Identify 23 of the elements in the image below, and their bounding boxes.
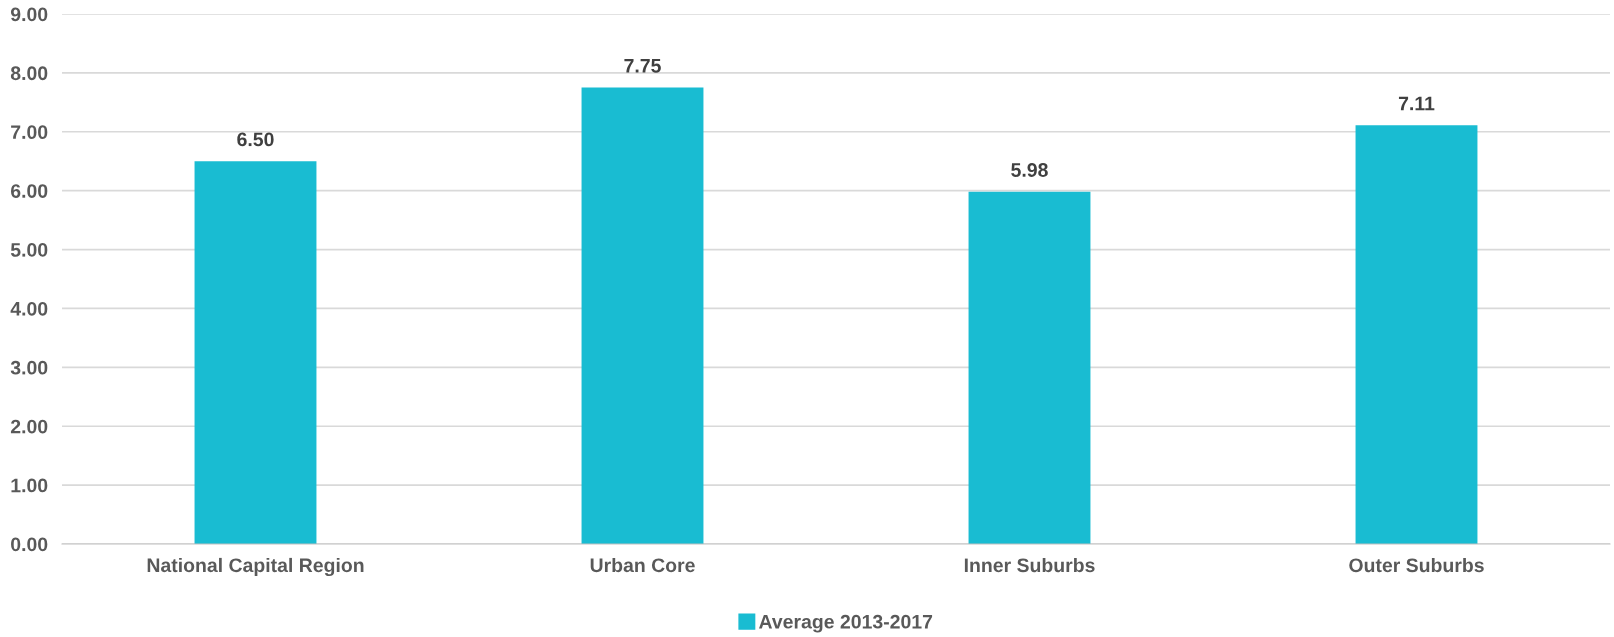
x-tick-label: Inner Suburbs bbox=[964, 557, 1095, 573]
bar bbox=[194, 161, 317, 544]
y-tick-label: 5.00 bbox=[10, 243, 48, 257]
bar bbox=[968, 191, 1091, 544]
data-label: 5.98 bbox=[1011, 163, 1048, 177]
y-tick-label: 3.00 bbox=[10, 360, 48, 375]
y-tick-label: 9.00 bbox=[10, 7, 48, 22]
y-tick-label: 1.00 bbox=[11, 478, 48, 493]
bar bbox=[1355, 125, 1478, 544]
y-tick-label: 7.00 bbox=[11, 125, 48, 140]
y-tick-label: 2.00 bbox=[10, 419, 48, 434]
bar bbox=[581, 87, 704, 544]
y-tick-label: 8.00 bbox=[10, 66, 48, 81]
data-label: 7.11 bbox=[1398, 96, 1435, 111]
y-tick-label: 0.00 bbox=[11, 537, 48, 552]
data-label: 7.75 bbox=[624, 59, 661, 73]
y-tick-label: 6.00 bbox=[10, 184, 48, 198]
x-tick-label: Urban Core bbox=[590, 557, 695, 573]
x-tick-label: Outer Suburbs bbox=[1349, 557, 1484, 573]
x-tick-label: National Capital Region bbox=[147, 557, 364, 577]
data-label: 6.50 bbox=[237, 132, 274, 147]
y-tick-label: 4.00 bbox=[10, 301, 48, 316]
legend-label: Average 2013-2017 bbox=[759, 614, 933, 633]
